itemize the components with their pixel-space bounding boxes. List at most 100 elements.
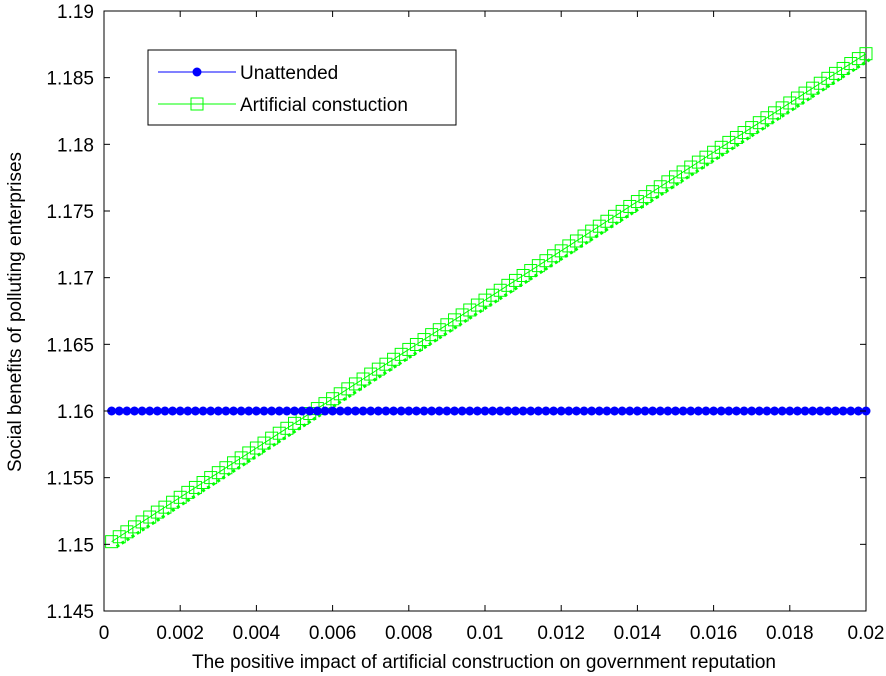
data-point-artificial <box>135 515 149 529</box>
data-point-unattended <box>632 406 642 416</box>
data-point-unattended <box>381 406 391 416</box>
data-point-artificial <box>455 308 469 322</box>
data-point-artificial <box>806 81 820 95</box>
data-point-artificial <box>836 61 850 75</box>
x-tick-label: 0.002 <box>156 623 204 644</box>
x-axis-label: The positive impact of artificial constr… <box>192 652 776 673</box>
data-point-unattended <box>282 406 292 416</box>
data-point-artificial <box>608 209 622 223</box>
data-point-unattended <box>693 406 703 416</box>
data-point-artificial <box>265 431 279 445</box>
data-point-artificial <box>722 135 736 149</box>
data-point-artificial <box>143 510 157 524</box>
ticks-layer: 0 0.002 0.004 0.006 0.008 0.01 0.012 0.014 0.016… <box>46 2 884 644</box>
data-point-artificial <box>790 91 804 105</box>
data-point-artificial <box>623 199 637 213</box>
data-point-artificial <box>859 47 873 61</box>
data-point-artificial <box>219 461 233 475</box>
y-tick-label: 1.19 <box>57 2 94 23</box>
data-point-unattended <box>198 406 208 416</box>
data-point-unattended <box>267 406 277 416</box>
data-point-unattended <box>549 406 559 416</box>
y-tick-label: 1.185 <box>46 69 94 90</box>
data-point-artificial <box>478 293 492 307</box>
data-point-artificial <box>539 254 553 268</box>
data-point-unattended <box>450 406 460 416</box>
data-point-unattended <box>137 406 147 416</box>
data-point-artificial <box>448 313 462 327</box>
x-tick-label: 0.004 <box>233 623 281 644</box>
data-point-artificial <box>379 357 393 371</box>
data-point-unattended <box>488 406 498 416</box>
data-point-unattended <box>777 406 787 416</box>
data-point-artificial <box>470 298 484 312</box>
data-point-artificial <box>531 259 545 273</box>
x-tick-label: 0.014 <box>614 623 662 644</box>
y-tick-label: 1.16 <box>57 402 94 423</box>
data-point-unattended <box>472 406 482 416</box>
data-point-unattended <box>251 406 261 416</box>
data-point-unattended <box>495 406 505 416</box>
data-point-unattended <box>838 406 848 416</box>
data-point-unattended <box>404 406 414 416</box>
data-point-unattended <box>122 406 132 416</box>
data-point-artificial <box>638 190 652 204</box>
data-point-artificial <box>234 451 248 465</box>
data-point-unattended <box>663 406 673 416</box>
data-point-artificial <box>707 145 721 159</box>
data-point-unattended <box>457 406 467 416</box>
data-point-unattended <box>168 406 178 416</box>
data-point-unattended <box>541 406 551 416</box>
data-point-unattended <box>655 406 665 416</box>
x-tick-label: 0.01 <box>467 623 504 644</box>
y-tick-label: 1.15 <box>57 535 94 556</box>
data-point-artificial <box>402 342 416 356</box>
data-point-artificial <box>630 195 644 209</box>
data-point-unattended <box>145 406 155 416</box>
data-point-artificial <box>653 180 667 194</box>
data-point-unattended <box>823 406 833 416</box>
data-point-unattended <box>815 406 825 416</box>
data-point-unattended <box>183 406 193 416</box>
data-point-unattended <box>396 406 406 416</box>
data-point-artificial <box>173 490 187 504</box>
data-point-unattended <box>427 406 437 416</box>
data-point-unattended <box>617 406 627 416</box>
legend-swatch-unattended-marker <box>192 67 202 77</box>
data-point-unattended <box>160 406 170 416</box>
data-point-unattended <box>739 406 749 416</box>
data-point-unattended <box>792 406 802 416</box>
x-tick-label: 0.008 <box>385 623 433 644</box>
data-point-artificial <box>554 244 568 258</box>
data-point-unattended <box>259 406 269 416</box>
data-point-artificial <box>463 303 477 317</box>
data-point-artificial <box>798 86 812 100</box>
data-point-artificial <box>409 337 423 351</box>
data-point-artificial <box>257 436 271 450</box>
data-point-unattended <box>389 406 399 416</box>
data-point-unattended <box>556 406 566 416</box>
series-unattended <box>107 406 871 416</box>
data-point-artificial <box>150 505 164 519</box>
data-point-unattended <box>648 406 658 416</box>
data-point-unattended <box>503 406 513 416</box>
data-point-unattended <box>107 406 117 416</box>
data-point-unattended <box>328 406 338 416</box>
legend-swatch-artificial-marker <box>190 97 204 111</box>
data-point-unattended <box>518 406 528 416</box>
data-point-unattended <box>625 406 635 416</box>
data-point-artificial <box>547 249 561 263</box>
data-point-artificial <box>661 175 675 189</box>
data-point-artificial <box>158 500 172 514</box>
legend-label-unattended: Unattended <box>240 63 338 84</box>
y-tick-label: 1.165 <box>46 335 94 356</box>
data-point-unattended <box>564 406 574 416</box>
data-point-unattended <box>610 406 620 416</box>
data-point-artificial <box>326 392 340 406</box>
data-point-artificial <box>775 101 789 115</box>
data-point-artificial <box>387 352 401 366</box>
data-point-unattended <box>762 406 772 416</box>
series-artificial-line <box>111 53 867 543</box>
data-point-unattended <box>602 406 612 416</box>
